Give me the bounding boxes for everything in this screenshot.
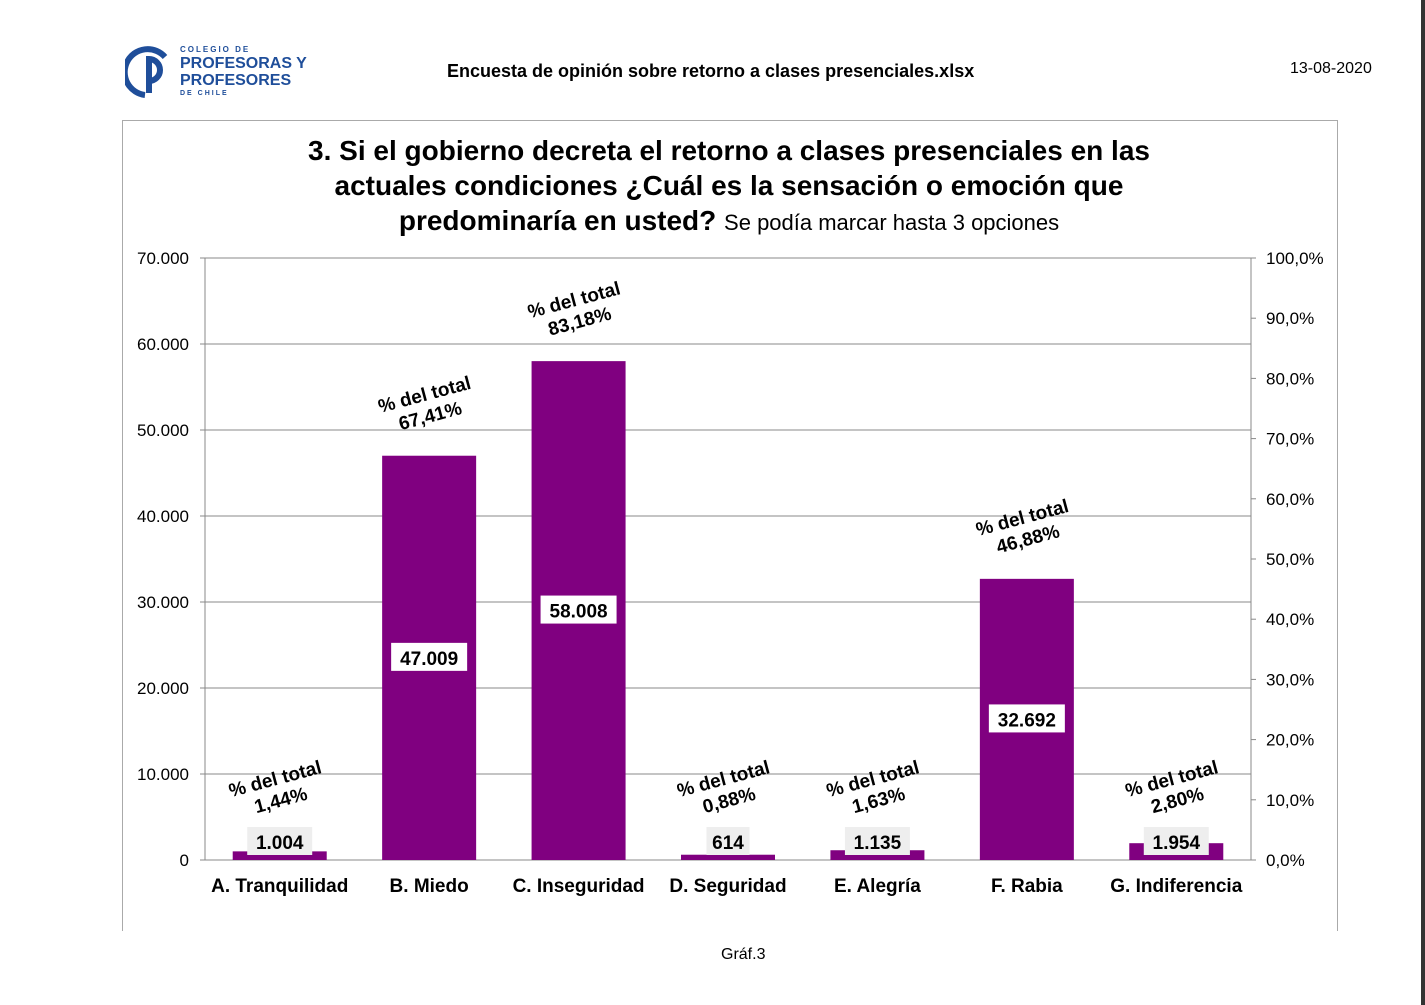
value-label: 32.692 [998, 710, 1056, 731]
logo-line: DE CHILE [180, 90, 229, 97]
x-tick-label: F. Rabia [991, 876, 1063, 897]
y-tick-label: 40.000 [137, 507, 189, 526]
y2-tick-label: 0,0% [1266, 851, 1305, 870]
y-tick-label: 30.000 [137, 593, 189, 612]
y2-tick-label: 60,0% [1266, 490, 1314, 509]
y2-tick-label: 80,0% [1266, 369, 1314, 388]
figure-caption: Gráf.3 [721, 946, 766, 963]
y2-tick-label: 50,0% [1266, 550, 1314, 569]
value-label-bg [706, 827, 750, 855]
bar [232, 851, 327, 860]
x-tick-label: C. Inseguridad [513, 876, 645, 897]
y2-tick-label: 90,0% [1266, 309, 1314, 328]
date: 13-08-2020 [1290, 60, 1372, 77]
bar [681, 854, 775, 860]
y-tick-label: 0 [180, 851, 189, 870]
value-label-bg [1143, 827, 1209, 855]
bar [830, 850, 925, 860]
y2-tick-label: 100,0% [1266, 249, 1324, 268]
y-tick-label: 70.000 [137, 249, 189, 268]
logo-icon [125, 46, 168, 98]
y-tick-label: 50.000 [137, 421, 189, 440]
logo-line: PROFESORAS Y [180, 55, 307, 72]
x-tick-label: G. Indiferencia [1110, 876, 1242, 897]
x-tick-label: D. Seguridad [669, 876, 786, 897]
window-edge [1421, 0, 1425, 1005]
y-tick-label: 60.000 [137, 335, 189, 354]
value-label: 614 [712, 833, 744, 854]
value-label: 1.135 [854, 833, 902, 854]
y2-tick-label: 40,0% [1266, 610, 1314, 629]
y2-tick-label: 70,0% [1266, 430, 1314, 449]
value-label: 1.004 [256, 833, 304, 854]
value-label-bg [844, 827, 910, 855]
y2-tick-label: 30,0% [1266, 670, 1314, 689]
chart-subtitle: Se podía marcar hasta 3 opciones [724, 210, 1060, 235]
value-label: 47.009 [400, 649, 458, 670]
chart-title-text: 3. Si el gobierno decreta el retorno a c… [308, 135, 1150, 236]
value-label: 1.954 [1153, 833, 1201, 854]
value-label-bg [391, 642, 468, 671]
y-tick-label: 20.000 [137, 679, 189, 698]
value-label-bg [988, 704, 1065, 733]
chart-title: 3. Si el gobierno decreta el retorno a c… [122, 133, 1336, 240]
value-label: 58.008 [550, 602, 608, 623]
logo-line: COLEGIO DE [180, 45, 251, 54]
x-tick-label: A. Tranquilidad [211, 876, 348, 897]
y2-tick-label: 10,0% [1266, 791, 1314, 810]
document-name: Encuesta de opinión sobre retorno a clas… [447, 61, 975, 81]
y2-tick-label: 20,0% [1266, 731, 1314, 750]
value-label-bg [540, 595, 617, 624]
logo-line: PROFESORES [180, 72, 292, 89]
value-label-bg [247, 827, 313, 855]
chart-frame [122, 120, 1338, 931]
x-tick-label: B. Miedo [390, 876, 469, 897]
y-tick-label: 10.000 [137, 765, 189, 784]
x-tick-label: E. Alegría [834, 876, 921, 897]
